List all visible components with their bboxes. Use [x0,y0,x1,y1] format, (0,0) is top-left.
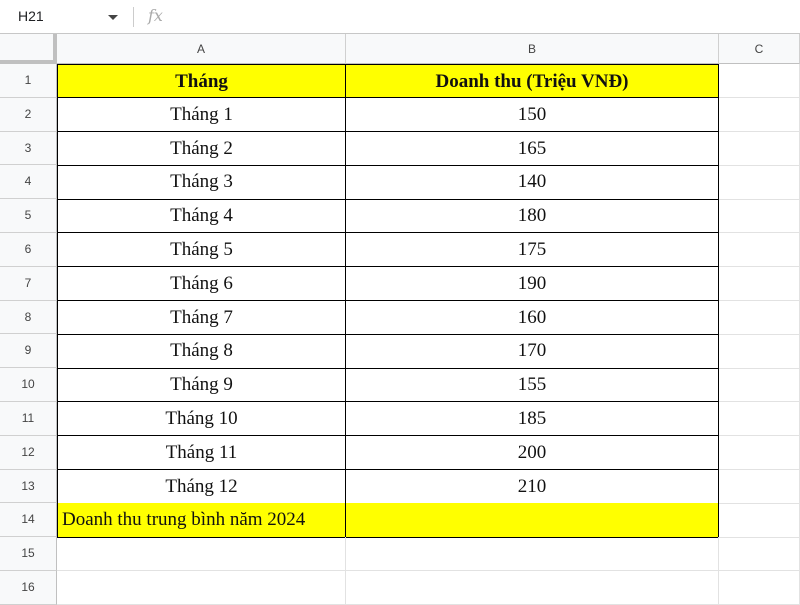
cell[interactable] [719,402,800,437]
row-header-3[interactable]: 3 [0,131,57,166]
table-cell[interactable]: 190 [346,266,719,302]
table-cell[interactable]: Tháng 6 [57,266,346,302]
table-cell[interactable]: Tháng 11 [57,435,346,471]
table-cell[interactable]: 150 [346,97,719,133]
cell[interactable] [719,334,800,369]
table-cell[interactable]: Tháng 12 [57,469,346,504]
table-cell[interactable]: Tháng 5 [57,233,346,268]
cell[interactable] [57,537,346,572]
cell[interactable] [719,300,800,335]
summary-label-cell[interactable]: Doanh thu trung bình năm 2024 [57,503,346,538]
row-header-13[interactable]: 13 [0,469,57,504]
cell[interactable] [719,266,800,302]
table-cell[interactable]: 175 [346,233,719,268]
table-cell[interactable]: 185 [346,402,719,437]
row-header-7[interactable]: 7 [0,266,57,301]
cell[interactable] [346,537,719,572]
table-cell[interactable]: 170 [346,334,719,369]
chevron-down-icon[interactable] [108,15,118,20]
formula-bar: H21 fx [0,0,800,34]
select-all-corner[interactable] [0,34,57,64]
row-header-8[interactable]: 8 [0,300,57,335]
row-header-16[interactable]: 16 [0,571,57,605]
row-header-14[interactable]: 14 [0,503,57,538]
table-cell[interactable]: 155 [346,368,719,403]
header-cell[interactable]: Tháng [57,64,346,99]
name-box[interactable]: H21 [18,8,44,24]
table-cell[interactable]: 165 [346,131,719,166]
table-cell[interactable]: 140 [346,165,719,200]
row-header-2[interactable]: 2 [0,97,57,132]
cell[interactable] [719,199,800,234]
row-header-5[interactable]: 5 [0,199,57,233]
column-header-B[interactable]: B [346,34,719,64]
row-header-1[interactable]: 1 [0,64,57,98]
table-cell[interactable]: 180 [346,199,719,234]
cell[interactable] [719,503,800,538]
row-header-12[interactable]: 12 [0,435,57,470]
summary-value-cell[interactable] [346,503,719,538]
column-header-A[interactable]: A [57,34,346,64]
column-header-C[interactable]: C [719,34,800,64]
cell[interactable] [719,233,800,268]
row-header-9[interactable]: 9 [0,334,57,369]
cell[interactable] [719,435,800,471]
table-cell[interactable]: Tháng 9 [57,368,346,403]
row-header-11[interactable]: 11 [0,402,57,436]
header-cell[interactable]: Doanh thu (Triệu VNĐ) [346,64,719,99]
row-header-10[interactable]: 10 [0,368,57,402]
fx-icon: fx [148,6,163,25]
cell[interactable] [719,368,800,403]
table-cell[interactable]: Tháng 7 [57,300,346,335]
table-cell[interactable]: Tháng 2 [57,131,346,166]
divider [133,7,134,27]
cell[interactable] [719,64,800,99]
row-header-4[interactable]: 4 [0,165,57,200]
cell[interactable] [719,131,800,166]
table-cell[interactable]: 210 [346,469,719,504]
table-cell[interactable]: Tháng 4 [57,199,346,234]
cell[interactable] [719,165,800,200]
table-cell[interactable]: 160 [346,300,719,335]
table-cell[interactable]: Tháng 10 [57,402,346,437]
table-cell[interactable]: Tháng 1 [57,97,346,133]
row-header-15[interactable]: 15 [0,537,57,571]
table-cell[interactable]: Tháng 3 [57,165,346,200]
row-header-6[interactable]: 6 [0,233,57,267]
table-cell[interactable]: 200 [346,435,719,471]
cell[interactable] [719,469,800,504]
table-cell[interactable]: Tháng 8 [57,334,346,369]
cell[interactable] [719,97,800,133]
cell[interactable] [719,537,800,572]
